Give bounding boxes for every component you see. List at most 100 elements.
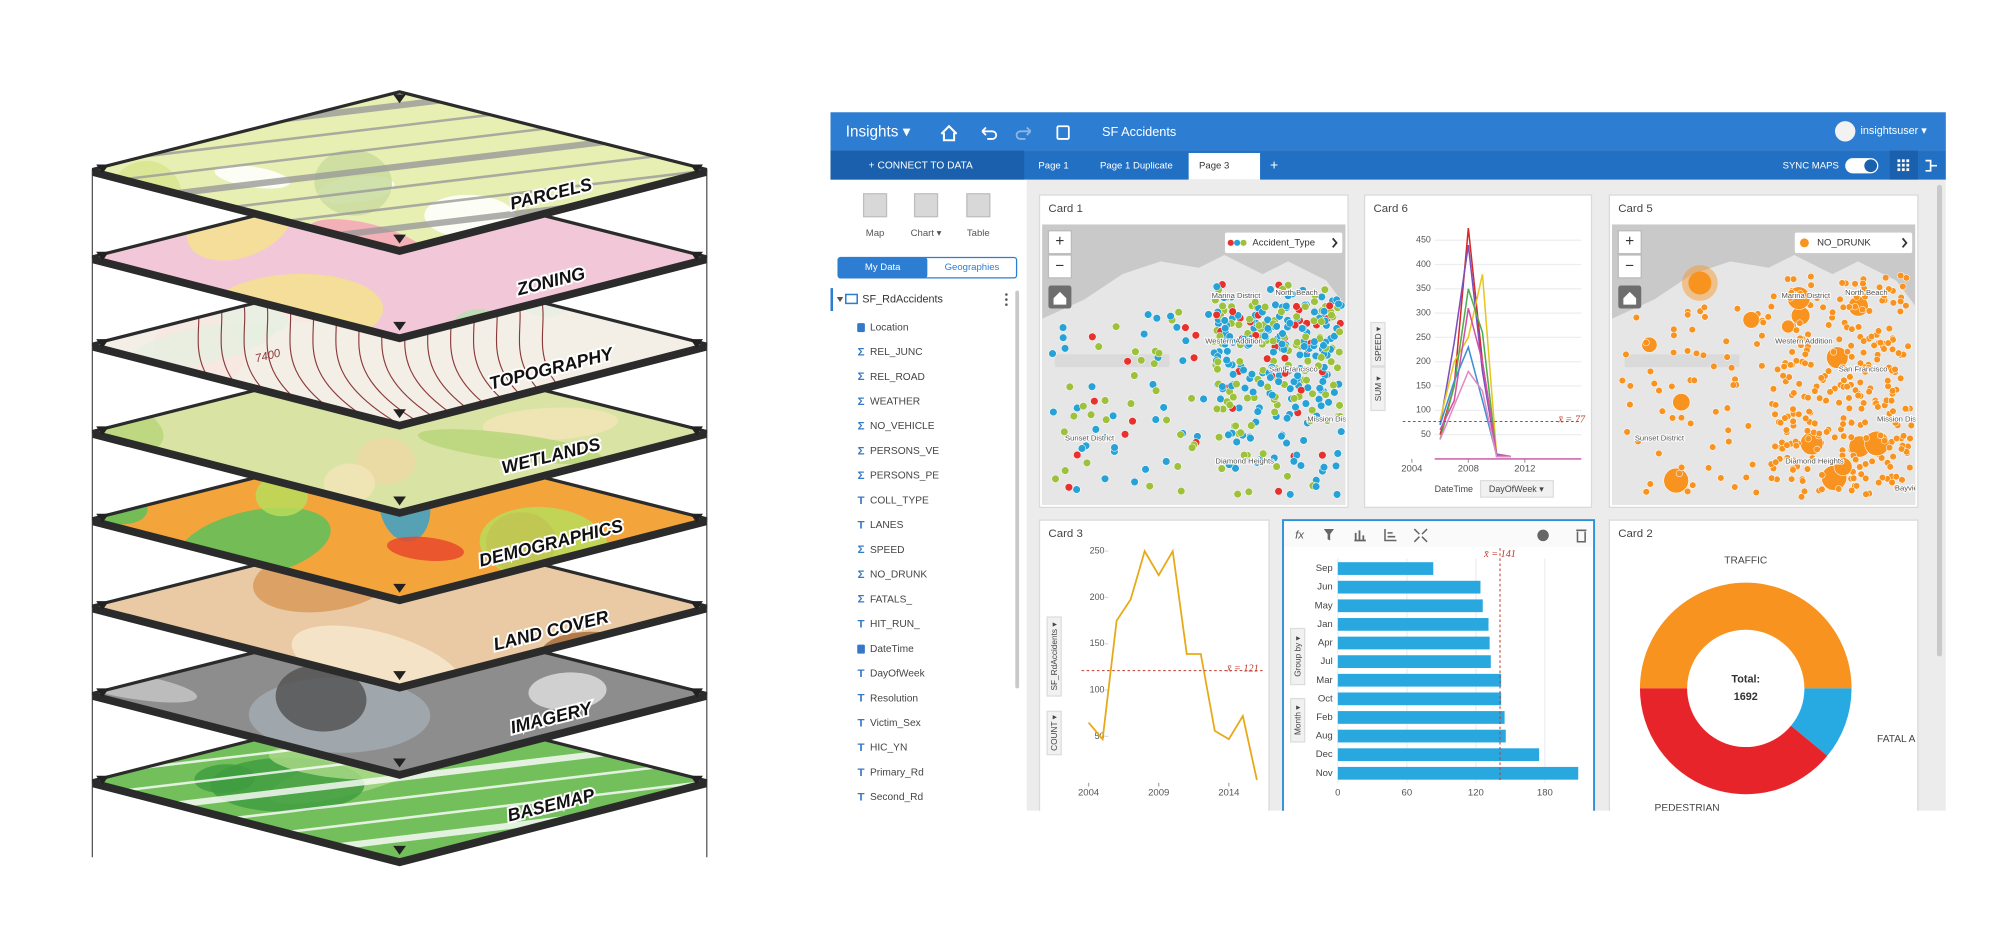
connect-button[interactable]: + CONNECT TO DATA xyxy=(869,160,973,171)
home-icon[interactable] xyxy=(940,124,958,142)
axis-button[interactable] xyxy=(1046,616,1062,697)
field-name[interactable]: NO_VEHICLE xyxy=(870,421,935,432)
expand-arrow[interactable] xyxy=(836,297,844,303)
accident-point xyxy=(1187,394,1196,403)
filter-icon[interactable] xyxy=(1323,529,1334,541)
drunk-point xyxy=(1865,307,1873,315)
drunk-point xyxy=(1668,414,1677,422)
axis-label[interactable]: SPEED ▾ xyxy=(1374,327,1383,361)
field-name[interactable]: WEATHER xyxy=(870,397,920,408)
zoom-button[interactable] xyxy=(1047,230,1073,255)
dashboard: Insights ▾ SF Accidents insightsuser ▾ + CO… xyxy=(830,112,1946,811)
drunk-point xyxy=(1783,441,1791,449)
accident-point xyxy=(1178,356,1187,365)
field-name[interactable]: REL_ROAD xyxy=(870,372,925,383)
user-menu[interactable]: insightsuser ▾ xyxy=(1860,125,1927,137)
formula-button[interactable]: fx xyxy=(1295,529,1305,541)
axis-button[interactable] xyxy=(1290,627,1306,686)
axis-label[interactable]: COUNT ▾ xyxy=(1050,715,1059,751)
field-name[interactable]: DateTime xyxy=(870,644,914,655)
field-name[interactable]: SPEED xyxy=(870,545,905,556)
drunk-point xyxy=(1789,275,1798,283)
tool-label[interactable]: Table xyxy=(967,228,990,239)
page-tab[interactable]: Page 1 xyxy=(1038,160,1068,171)
field-name[interactable]: Victim_Sex xyxy=(870,718,921,729)
undo-icon[interactable] xyxy=(981,126,998,140)
field-name[interactable]: Location xyxy=(870,322,909,333)
tool-icon[interactable] xyxy=(966,193,991,218)
axis-button[interactable] xyxy=(1370,321,1386,367)
axis-button[interactable] xyxy=(1370,366,1386,412)
layout-icon[interactable] xyxy=(1925,159,1937,172)
sort-icon[interactable] xyxy=(1384,529,1397,542)
accident-point xyxy=(1145,482,1154,491)
drunk-point xyxy=(1642,488,1650,496)
zoom-label[interactable]: + xyxy=(1625,233,1634,250)
field-name[interactable]: COLL_TYPE xyxy=(870,495,929,506)
field-name[interactable]: PERSONS_VE xyxy=(870,446,939,457)
zoom-button[interactable] xyxy=(1617,230,1642,255)
dataset-name[interactable]: SF_RdAccidents xyxy=(862,293,943,305)
accident-point xyxy=(1246,434,1255,443)
field-name[interactable]: FATALS_ xyxy=(870,594,912,605)
tool-label[interactable]: Map xyxy=(866,228,885,239)
zoom-button[interactable] xyxy=(1047,254,1073,279)
category-label: Jul xyxy=(1321,656,1333,667)
save-icon[interactable] xyxy=(1056,125,1070,140)
zoom-button[interactable] xyxy=(1617,254,1642,279)
info-icon[interactable] xyxy=(1537,529,1549,542)
drunk-point xyxy=(1884,377,1892,385)
field-name[interactable]: DayOfWeek xyxy=(870,669,926,680)
field-name[interactable]: Second_Rd xyxy=(870,792,924,803)
axis-button[interactable] xyxy=(1479,479,1554,498)
axis-label[interactable]: Group by ▾ xyxy=(1293,636,1302,676)
field-name[interactable]: Resolution xyxy=(870,693,918,704)
field-name[interactable]: PERSONS_PE xyxy=(870,471,939,482)
field-icon: T xyxy=(858,495,865,507)
chart-type-icon[interactable] xyxy=(1354,530,1366,542)
zoom-label[interactable]: − xyxy=(1055,257,1064,274)
axis-button[interactable] xyxy=(1046,710,1062,756)
axis-label[interactable]: DayOfWeek ▾ xyxy=(1489,484,1544,494)
toggle-my-data[interactable]: My Data xyxy=(865,262,901,273)
drunk-point xyxy=(1875,283,1884,291)
axis-button[interactable] xyxy=(1290,697,1306,743)
accident-point xyxy=(1298,324,1307,333)
field-name[interactable]: REL_JUNC xyxy=(870,347,923,358)
field-name[interactable]: Primary_Rd xyxy=(870,767,924,778)
redo-icon[interactable] xyxy=(1015,126,1032,140)
axis-label[interactable]: Month ▾ xyxy=(1293,706,1302,735)
drunk-point xyxy=(1723,353,1731,361)
legend-pill[interactable] xyxy=(1223,231,1344,255)
zoom-label[interactable]: + xyxy=(1055,233,1064,250)
drunk-point xyxy=(1861,418,1869,426)
accident-point xyxy=(1224,430,1233,439)
drunk-point xyxy=(1843,383,1851,391)
page-tab[interactable]: Page 3 xyxy=(1199,160,1229,171)
layer-feature xyxy=(275,664,367,732)
field-name[interactable]: NO_DRUNK xyxy=(870,570,927,581)
accident-point xyxy=(1319,341,1328,350)
legend-pill[interactable] xyxy=(1793,231,1914,255)
axis-label[interactable]: SF_RdAccidents ▾ xyxy=(1050,623,1059,691)
accident-point xyxy=(1266,285,1275,294)
tool-icon[interactable] xyxy=(913,193,939,218)
expand-icon[interactable] xyxy=(1413,528,1428,543)
field-name[interactable]: LANES xyxy=(870,520,904,531)
toggle-geographies[interactable]: Geographies xyxy=(945,262,1000,273)
page-tab[interactable]: Page 1 Duplicate xyxy=(1100,160,1173,171)
accident-point xyxy=(1235,357,1244,366)
axis-label[interactable]: SUM ▾ xyxy=(1374,376,1383,401)
accident-point xyxy=(1232,379,1241,389)
drunk-point xyxy=(1861,368,1869,376)
field-name[interactable]: HIC_YN xyxy=(870,743,907,754)
trash-icon[interactable] xyxy=(1576,529,1587,543)
drunk-point xyxy=(1803,427,1812,435)
app-menu[interactable]: Insights ▾ xyxy=(846,124,911,141)
field-name[interactable]: HIT_RUN_ xyxy=(870,619,920,630)
tool-icon[interactable] xyxy=(862,193,888,218)
tool-label[interactable]: Chart ▾ xyxy=(911,228,942,239)
accident-point xyxy=(1310,337,1319,346)
add-tab[interactable]: + xyxy=(1270,156,1278,172)
zoom-label[interactable]: − xyxy=(1625,257,1634,274)
